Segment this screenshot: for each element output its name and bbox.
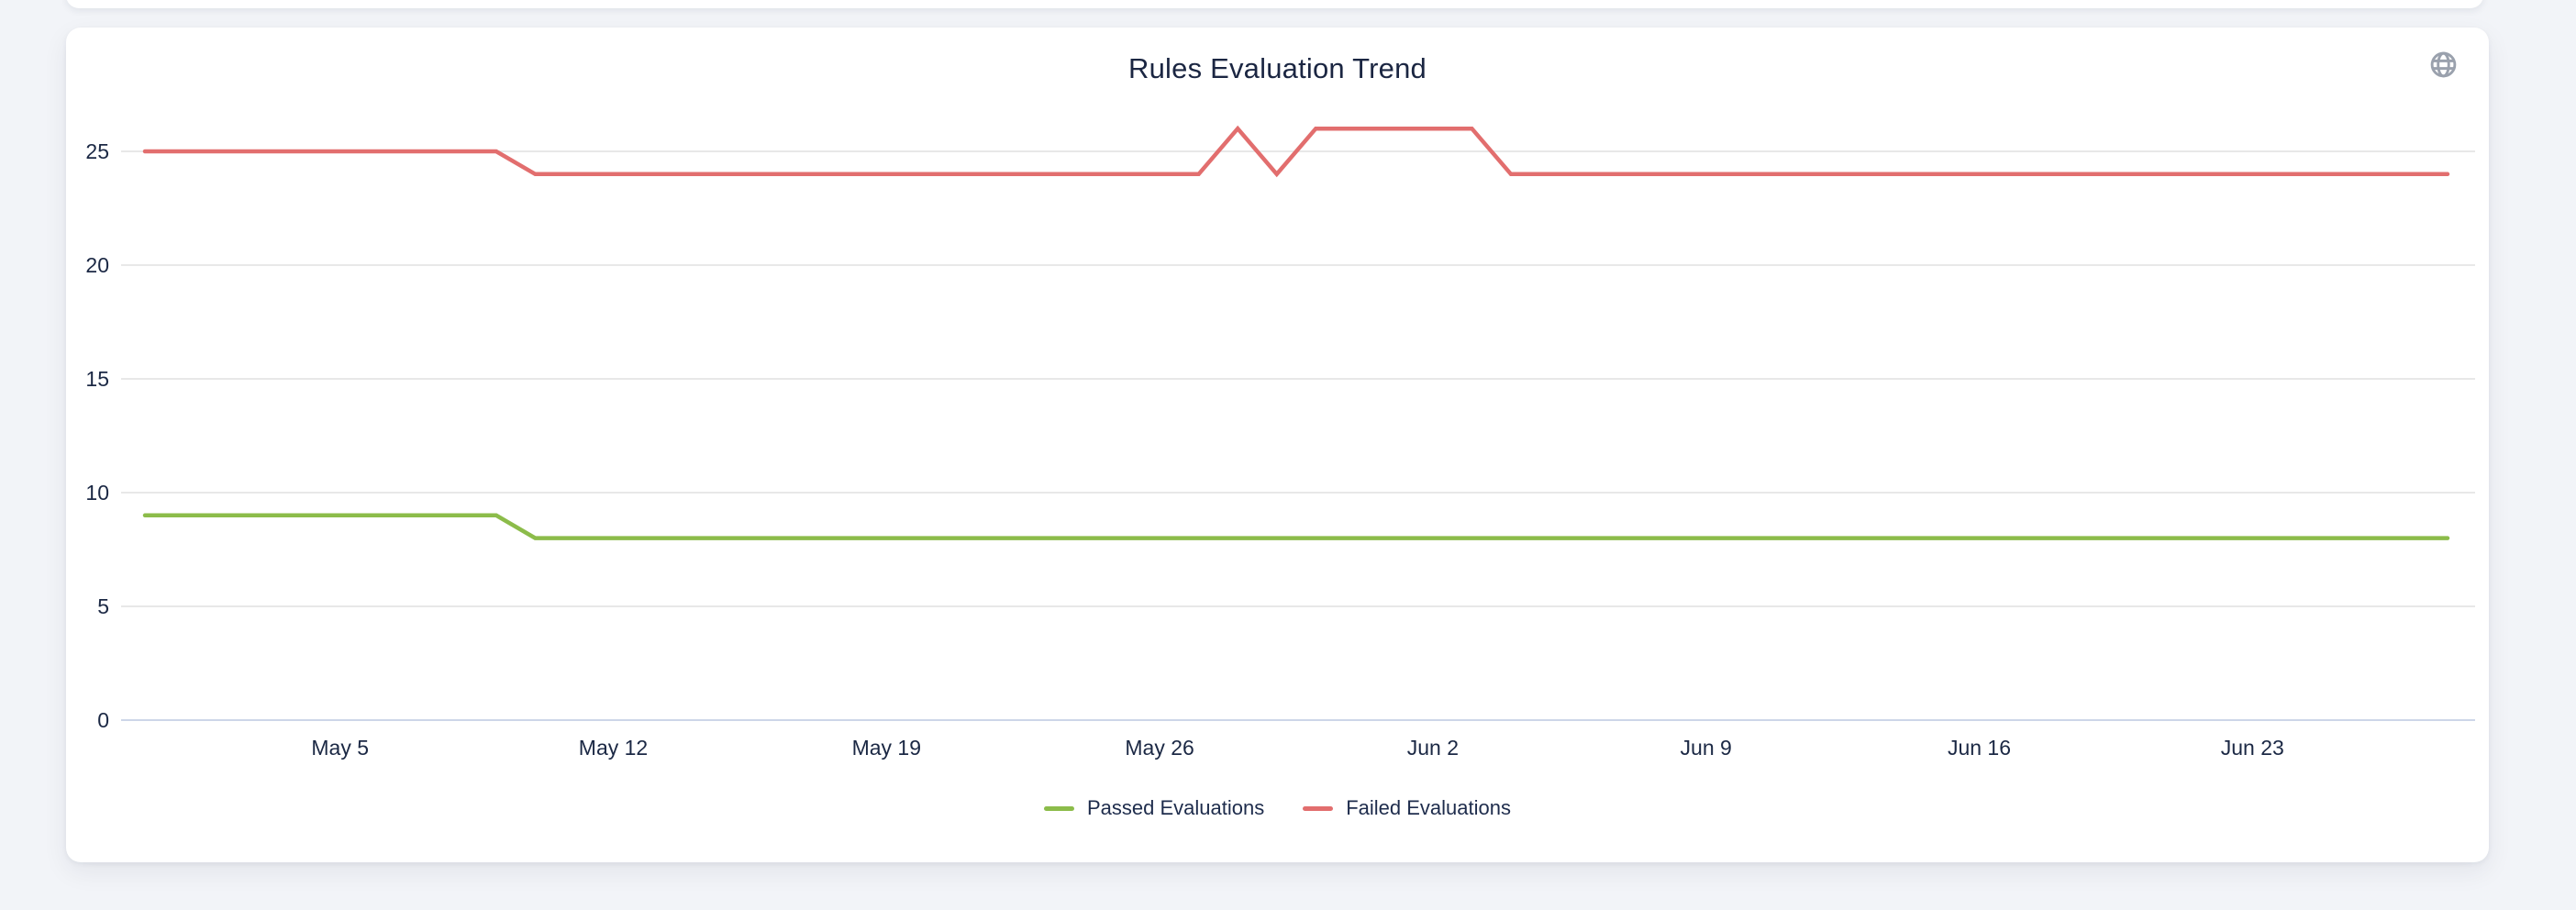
chart-title: Rules Evaluation Trend bbox=[1128, 52, 1427, 84]
rules-evaluation-trend-chart: 0 5 10 15 20 25 May 5 May 12 May 19 May 26 Jun 2 Ju… bbox=[85, 125, 2475, 760]
passed-series-marker bbox=[1043, 805, 1074, 811]
y-axis-label: 20 bbox=[85, 253, 109, 277]
chart-card: Rules Evaluation Trend 0 5 10 15 20 25 May 5 Ma… bbox=[66, 28, 2489, 862]
y-axis-label: 15 bbox=[85, 367, 109, 391]
legend-item-failed-evaluations[interactable]: Failed Evaluations bbox=[1303, 796, 1511, 820]
passed-evaluations-line bbox=[142, 513, 2450, 540]
globe-icon[interactable] bbox=[2426, 48, 2459, 81]
y-axis-label: 5 bbox=[97, 594, 109, 618]
y-axis-label: 25 bbox=[85, 139, 109, 163]
globe-icon-glyph bbox=[2430, 51, 2456, 77]
x-axis-label: May 19 bbox=[852, 736, 921, 760]
chart-legend: Passed Evaluations Failed Evaluations bbox=[66, 796, 2489, 820]
legend-label-passed: Passed Evaluations bbox=[1086, 796, 1265, 819]
failed-evaluations-line bbox=[142, 125, 2450, 178]
x-axis-label: Jun 16 bbox=[1948, 736, 2011, 760]
x-axis-label: May 12 bbox=[579, 736, 648, 760]
y-axis-label: 0 bbox=[97, 708, 109, 732]
previous-card-edge bbox=[66, 0, 2483, 8]
legend-item-passed-evaluations[interactable]: Passed Evaluations bbox=[1043, 796, 1265, 820]
x-axis-label: Jun 23 bbox=[2221, 736, 2284, 760]
x-axis-label: Jun 2 bbox=[1407, 736, 1459, 760]
failed-series-marker bbox=[1303, 805, 1334, 811]
x-axis-label: May 5 bbox=[311, 736, 369, 760]
x-axis-label: May 26 bbox=[1125, 736, 1194, 760]
legend-label-failed: Failed Evaluations bbox=[1346, 796, 1511, 819]
x-axis-label: Jun 9 bbox=[1681, 736, 1732, 760]
y-axis-label: 10 bbox=[85, 481, 109, 505]
